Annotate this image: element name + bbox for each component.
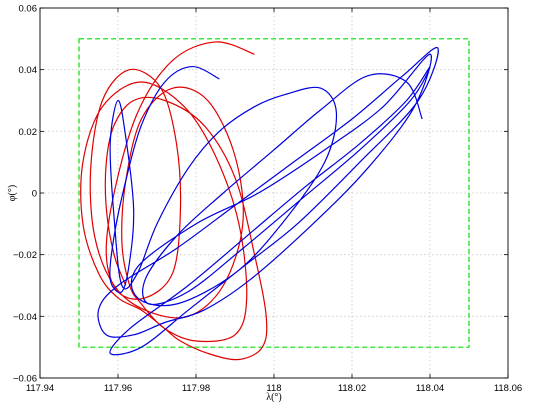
y-tick-label: −0.02 xyxy=(13,250,37,261)
x-tick-label: 117.96 xyxy=(104,383,132,394)
x-tick-label: 117.98 xyxy=(182,383,210,394)
x-tick-label: 117.94 xyxy=(26,383,54,394)
x-tick-label: 118.02 xyxy=(338,383,366,394)
y-tick-label: 0.02 xyxy=(19,127,38,138)
grid xyxy=(40,8,508,378)
series-group xyxy=(80,41,439,361)
series-line-2 xyxy=(97,47,439,356)
axis-ticks: 117.94 117.96 117.98 118 118.02 118.04 118.06 −… xyxy=(13,4,522,395)
y-tick-label: 0 xyxy=(32,189,37,200)
boundary-box xyxy=(78,38,470,348)
x-tick-label: 118.06 xyxy=(494,383,522,394)
x-tick-label: 118 xyxy=(266,383,281,394)
boundary-rectangle xyxy=(78,38,470,348)
y-axis-label: φ(°) xyxy=(7,185,18,201)
y-tick-label: −0.04 xyxy=(13,312,37,323)
x-axis-label: λ(°) xyxy=(266,392,282,403)
y-tick-label: −0.06 xyxy=(13,374,37,385)
y-tick-label: 0.06 xyxy=(19,4,38,15)
x-tick-label: 118.04 xyxy=(416,383,444,394)
y-tick-label: 0.04 xyxy=(19,65,38,76)
